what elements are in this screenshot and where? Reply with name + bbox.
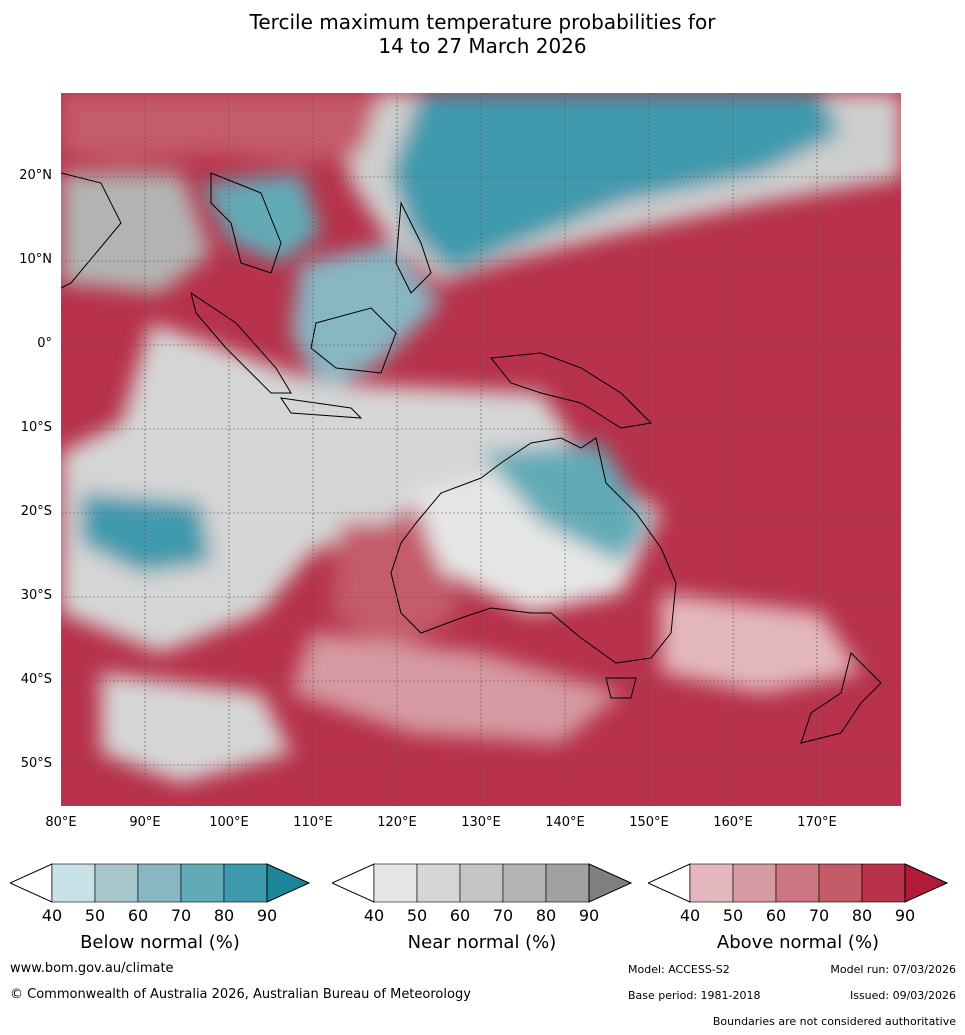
near-normal-region-tasman	[661, 593, 861, 693]
colorbar-segment	[689, 863, 734, 903]
colorbar-left-arrow	[646, 863, 691, 903]
colorbar-tick-label: 90	[894, 906, 916, 925]
colorbar-segment	[861, 863, 906, 903]
colorbar-tick-label: 70	[808, 906, 830, 925]
colorbar-tick-label: 60	[127, 906, 149, 925]
tasmania-coastline	[605, 677, 637, 699]
colorbar-below-normal	[8, 863, 311, 903]
colorbar-segment	[51, 863, 96, 903]
near-normal-region-southern	[291, 633, 621, 743]
colorbar-tick-label: 80	[851, 906, 873, 925]
website-text: www.bom.gov.au/climate	[10, 961, 174, 976]
colorbar-segment	[373, 863, 418, 903]
legend-caption-near: Near normal (%)	[407, 932, 557, 953]
colorbar-right-arrow	[588, 863, 633, 903]
probability-map	[61, 93, 901, 806]
lon-label-140e: 140°E	[545, 815, 585, 830]
near-normal-region-southwest	[101, 673, 291, 783]
model-run-text: Model run: 07/03/2026	[830, 963, 956, 976]
colorbar-segment	[502, 863, 547, 903]
near-normal-region-indianocean	[61, 323, 581, 653]
lat-label-30s: 30°S	[20, 588, 52, 603]
colorbar-tick-label: 70	[492, 906, 514, 925]
colorbar-tick-label: 40	[41, 906, 63, 925]
new-guinea-coastline	[490, 352, 653, 429]
india-coastline	[61, 172, 122, 289]
colorbar-left-arrow	[330, 863, 375, 903]
borneo-coastline	[310, 307, 397, 374]
colorbar-tick-label: 90	[578, 906, 600, 925]
disclaimer-text: Boundaries are not considered authoritat…	[712, 1015, 956, 1028]
colorbar-segment	[545, 863, 590, 903]
lon-label-160e: 160°E	[713, 815, 753, 830]
colorbar-tick-label: 80	[213, 906, 235, 925]
legend-near-normal: 40 50 60 70 80 90 Near normal (%)	[330, 862, 633, 953]
colorbar-segment	[416, 863, 461, 903]
legend-above-normal: 40 50 60 70 80 90 Above normal (%)	[646, 862, 949, 953]
issued-text: Issued: 09/03/2026	[849, 989, 956, 1002]
colorbar-right-arrow	[266, 863, 311, 903]
lat-label-20s: 20°S	[20, 504, 52, 519]
legend-below-normal: 40 50 60 70 80 90 Below normal (%)	[8, 862, 311, 953]
map-title-line1: Tercile maximum temperature probabilitie…	[249, 10, 716, 34]
colorbar-segment	[180, 863, 225, 903]
colorbar-tick-label: 40	[679, 906, 701, 925]
colorbar-segment	[775, 863, 820, 903]
map-title-line2: 14 to 27 March 2026	[378, 34, 587, 58]
colorbar-tick-label: 60	[449, 906, 471, 925]
below-normal-region-scs	[291, 243, 441, 393]
lat-label-10n: 10°N	[19, 252, 52, 267]
lon-label-130e: 130°E	[461, 815, 501, 830]
australia-coastline	[390, 437, 677, 664]
colorbar-tick-label: 60	[765, 906, 787, 925]
legend-caption-below: Below normal (%)	[80, 932, 240, 953]
model-text: Model: ACCESS-S2	[628, 963, 730, 976]
new-zealand-coastline	[800, 652, 882, 744]
colorbar-above-normal	[646, 863, 949, 903]
colorbar-tick-label: 50	[722, 906, 744, 925]
java-coastline	[279, 397, 363, 419]
colorbar-tick-label: 90	[256, 906, 278, 925]
lon-label-90e: 90°E	[129, 815, 161, 830]
lon-label-120e: 120°E	[377, 815, 417, 830]
colorbar-segment	[223, 863, 268, 903]
indochina-coastline	[210, 172, 282, 274]
colorbar-segment	[459, 863, 504, 903]
colorbar-segment	[94, 863, 139, 903]
copyright-text: © Commonwealth of Australia 2026, Austra…	[10, 987, 471, 1002]
colorbar-segment	[732, 863, 777, 903]
above-normal-region-china	[61, 93, 381, 163]
lat-label-10s: 10°S	[20, 420, 52, 435]
lon-label-80e: 80°E	[45, 815, 77, 830]
lon-label-150e: 150°E	[629, 815, 669, 830]
legend-caption-above: Above normal (%)	[716, 932, 880, 953]
lat-label-50s: 50°S	[20, 756, 52, 771]
below-normal-region-indochina	[201, 173, 321, 263]
below-normal-region-northpacific	[391, 93, 841, 273]
colorbar-tick-label: 50	[406, 906, 428, 925]
lat-label-20n: 20°N	[19, 168, 52, 183]
colorbar-tick-label: 70	[170, 906, 192, 925]
lat-label-0: 0°	[37, 336, 52, 351]
colorbar-near-normal	[330, 863, 633, 903]
colorbar-tick-label: 80	[535, 906, 557, 925]
colorbar-segment	[137, 863, 182, 903]
near-normal-region-india	[61, 173, 211, 293]
lon-label-110e: 110°E	[293, 815, 333, 830]
lon-label-170e: 170°E	[797, 815, 837, 830]
lon-label-100e: 100°E	[209, 815, 249, 830]
colorbar-segment	[818, 863, 863, 903]
colorbar-right-arrow	[904, 863, 949, 903]
above-normal-region-wa	[331, 523, 461, 653]
colorbar-tick-label: 40	[363, 906, 385, 925]
sumatra-coastline	[190, 291, 292, 394]
below-normal-region-queensland	[481, 443, 651, 563]
base-period-text: Base period: 1981-2018	[628, 989, 761, 1002]
colorbar-left-arrow	[8, 863, 53, 903]
lat-label-40s: 40°S	[20, 672, 52, 687]
graticule	[61, 93, 901, 806]
colorbar-tick-label: 50	[84, 906, 106, 925]
